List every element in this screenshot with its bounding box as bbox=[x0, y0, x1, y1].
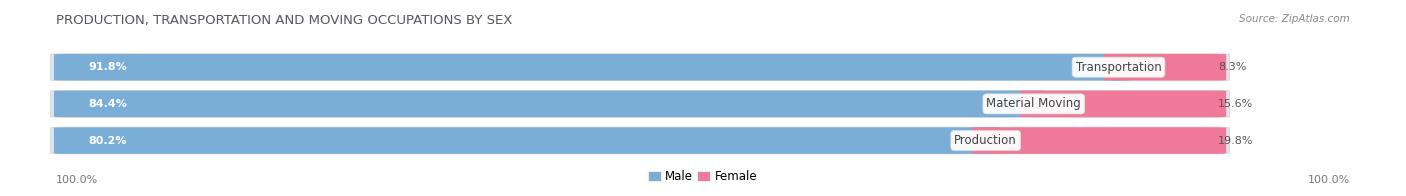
Text: Material Moving: Material Moving bbox=[987, 97, 1081, 110]
FancyBboxPatch shape bbox=[51, 54, 1230, 81]
Text: Source: ZipAtlas.com: Source: ZipAtlas.com bbox=[1239, 14, 1350, 24]
Text: PRODUCTION, TRANSPORTATION AND MOVING OCCUPATIONS BY SEX: PRODUCTION, TRANSPORTATION AND MOVING OC… bbox=[56, 14, 513, 27]
Text: 80.2%: 80.2% bbox=[89, 136, 127, 146]
FancyBboxPatch shape bbox=[51, 91, 1230, 117]
FancyBboxPatch shape bbox=[1104, 54, 1226, 81]
FancyBboxPatch shape bbox=[53, 91, 1047, 117]
FancyBboxPatch shape bbox=[53, 54, 1132, 81]
Text: 84.4%: 84.4% bbox=[89, 99, 127, 109]
FancyBboxPatch shape bbox=[972, 127, 1226, 154]
Text: 19.8%: 19.8% bbox=[1218, 136, 1254, 146]
Text: 15.6%: 15.6% bbox=[1218, 99, 1253, 109]
Text: 100.0%: 100.0% bbox=[56, 175, 98, 185]
Text: 8.3%: 8.3% bbox=[1218, 62, 1247, 72]
Legend: Male, Female: Male, Female bbox=[644, 166, 762, 188]
Text: 100.0%: 100.0% bbox=[1308, 175, 1350, 185]
Text: Production: Production bbox=[955, 134, 1017, 147]
FancyBboxPatch shape bbox=[51, 127, 1230, 154]
FancyBboxPatch shape bbox=[53, 127, 1000, 154]
Text: 91.8%: 91.8% bbox=[89, 62, 127, 72]
Text: Transportation: Transportation bbox=[1076, 61, 1161, 74]
FancyBboxPatch shape bbox=[1021, 91, 1226, 117]
